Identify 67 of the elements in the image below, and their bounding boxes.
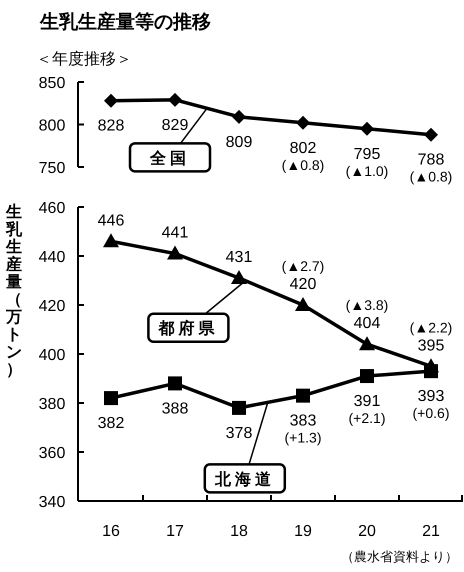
annotation: (▲0.8) [410, 168, 452, 185]
point [296, 116, 310, 130]
y-tick-label: 460 [38, 200, 66, 217]
point [360, 369, 374, 384]
y-tick-label: 420 [38, 298, 66, 315]
data-label: 795 [354, 146, 380, 163]
data-label: 382 [98, 415, 124, 432]
point [232, 110, 246, 124]
point [168, 376, 182, 390]
x-tick-label: 16 [102, 523, 120, 540]
point [424, 128, 438, 142]
annotation: (▲3.8) [346, 297, 388, 314]
text: （農水省資料より） [341, 549, 458, 564]
x-tick-label: 21 [422, 523, 440, 540]
annotation: (+1.3) [284, 430, 322, 446]
data-label: 395 [418, 337, 444, 354]
data-label: 431 [226, 249, 252, 266]
data-label: 393 [418, 388, 444, 406]
text: 都府県 [157, 318, 218, 338]
x-tick-label: 17 [166, 523, 184, 540]
y-tick-label: 800 [38, 118, 66, 134]
point [167, 246, 183, 260]
data-label: 828 [98, 118, 124, 135]
point [360, 122, 374, 136]
data-label: 378 [226, 424, 252, 442]
text: 生乳生産量（万トン） [6, 204, 22, 378]
point [359, 336, 375, 350]
x-tick-label: 19 [294, 523, 312, 540]
chart-subtitle: ＜年度推移＞ [36, 50, 132, 68]
point [104, 391, 118, 406]
point [103, 233, 119, 248]
data-label: 420 [290, 276, 316, 293]
point [104, 94, 118, 108]
y-tick-label: 440 [38, 249, 66, 266]
point [295, 297, 311, 311]
annotation: (▲2.7) [282, 258, 324, 274]
point [231, 270, 247, 284]
data-label: 802 [290, 140, 316, 157]
x-tick-label: 20 [358, 523, 376, 540]
data-label: 788 [418, 152, 444, 169]
annotation: (▲1.0) [346, 162, 388, 179]
data-label: 383 [290, 412, 316, 430]
annotation: (+2.1) [348, 410, 386, 426]
data-label: 829 [162, 116, 188, 134]
y-tick-label: 360 [38, 445, 66, 462]
annotation: (▲2.2) [410, 319, 452, 336]
y-tick-label: 340 [38, 494, 66, 511]
data-label: 404 [354, 315, 380, 332]
text: 北海道 [214, 471, 275, 488]
y-tick-label: 400 [38, 347, 66, 364]
data-label: 391 [354, 393, 380, 410]
point [424, 364, 438, 378]
data-label: 388 [162, 400, 188, 418]
text: 全国 [149, 149, 190, 168]
annotation: (▲0.8) [282, 156, 324, 173]
y-tick-label: 380 [38, 396, 66, 413]
data-label: 446 [98, 212, 124, 230]
annotation: (+0.6) [412, 405, 450, 422]
data-label: 809 [226, 134, 252, 151]
point [168, 92, 182, 107]
data-label: 441 [162, 224, 188, 242]
point [296, 388, 310, 403]
x-tick-label: 18 [230, 523, 248, 540]
chart-title: 生乳生産量等の推移 [39, 11, 211, 33]
y-tick-label: 850 [38, 75, 66, 92]
point [232, 400, 246, 415]
y-tick-label: 750 [38, 160, 66, 177]
